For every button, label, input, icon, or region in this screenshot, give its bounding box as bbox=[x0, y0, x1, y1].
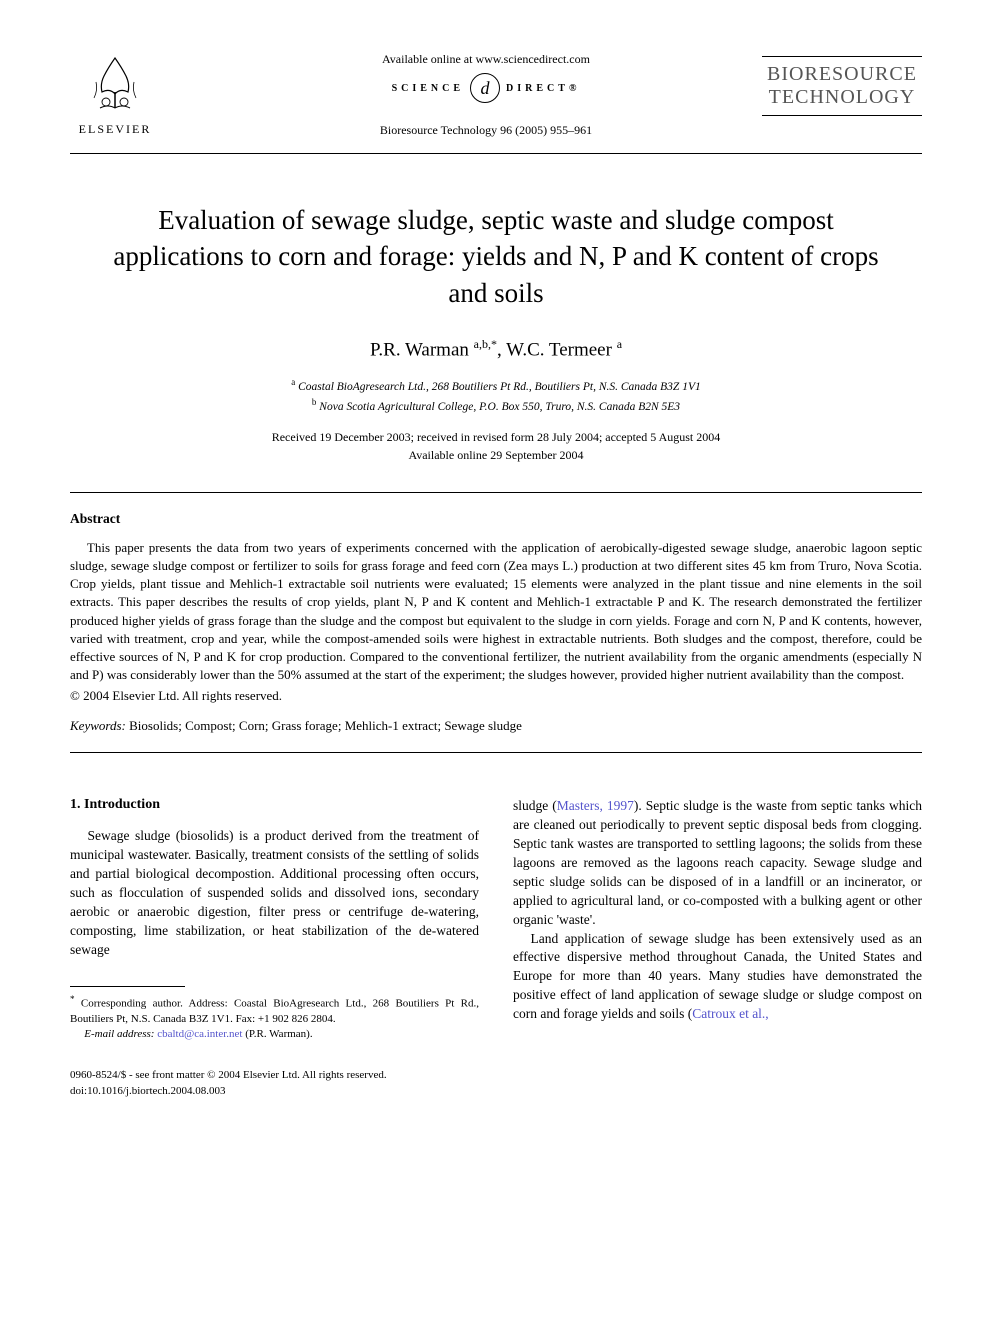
abstract-top-rule bbox=[70, 492, 922, 493]
sd-text-right: DIRECT® bbox=[506, 83, 580, 94]
keywords-text: Biosolids; Compost; Corn; Grass forage; … bbox=[126, 718, 522, 733]
affiliation-b: b Nova Scotia Agricultural College, P.O.… bbox=[70, 396, 922, 416]
journal-header: ELSEVIER Available online at www.science… bbox=[70, 50, 922, 145]
email-link[interactable]: cbaltd@ca.inter.net bbox=[157, 1028, 242, 1040]
author-1-marks: a,b,* bbox=[474, 337, 497, 351]
header-rule bbox=[70, 153, 922, 154]
right-column: sludge (Masters, 1997). Septic sludge is… bbox=[513, 797, 922, 1042]
elsevier-logo: ELSEVIER bbox=[70, 50, 160, 145]
sd-text-left: SCIENCE bbox=[392, 83, 464, 94]
email-footnote: E-mail address: cbaltd@ca.inter.net (P.R… bbox=[70, 1027, 479, 1042]
cite-masters-1997[interactable]: Masters, 1997 bbox=[557, 798, 634, 813]
article-dates: Received 19 December 2003; received in r… bbox=[70, 428, 922, 464]
intro-heading: 1. Introduction bbox=[70, 797, 479, 813]
dates-received: Received 19 December 2003; received in r… bbox=[70, 428, 922, 446]
sd-circle-icon: d bbox=[470, 73, 500, 103]
corresponding-footnote: * Corresponding author. Address: Coastal… bbox=[70, 993, 479, 1027]
cite-catroux[interactable]: Catroux et al., bbox=[692, 1006, 768, 1021]
bottom-info: 0960-8524/$ - see front matter © 2004 El… bbox=[70, 1068, 922, 1099]
citation-line: Bioresource Technology 96 (2005) 955–961 bbox=[210, 123, 762, 138]
author-sep: , bbox=[497, 340, 506, 361]
authors-line: P.R. Warman a,b,*, W.C. Termeer a bbox=[70, 337, 922, 361]
email-author: (P.R. Warman). bbox=[242, 1028, 312, 1040]
author-2: W.C. Termeer bbox=[506, 340, 612, 361]
journal-rule-top bbox=[762, 56, 922, 57]
left-column: 1. Introduction Sewage sludge (biosolids… bbox=[70, 797, 479, 1042]
journal-rule-bottom bbox=[762, 115, 922, 116]
author-1: P.R. Warman bbox=[370, 340, 469, 361]
available-online-text: Available online at www.sciencedirect.co… bbox=[210, 52, 762, 67]
elsevier-tree-icon bbox=[80, 50, 150, 120]
aff-b-text: Nova Scotia Agricultural College, P.O. B… bbox=[316, 401, 680, 413]
footnote-corr-text: Corresponding author. Address: Coastal B… bbox=[70, 997, 479, 1024]
abstract-bottom-rule bbox=[70, 752, 922, 753]
abstract-heading: Abstract bbox=[70, 511, 922, 527]
sciencedirect-logo: SCIENCE d DIRECT® bbox=[392, 73, 581, 103]
author-2-marks: a bbox=[617, 337, 622, 351]
header-center: Available online at www.sciencedirect.co… bbox=[210, 50, 762, 138]
intro-right-p2: Land application of sewage sludge has be… bbox=[513, 930, 922, 1024]
intro-left-para: Sewage sludge (biosolids) is a product d… bbox=[70, 827, 479, 959]
footnote-rule bbox=[70, 986, 185, 987]
aff-a-text: Coastal BioAgresearch Ltd., 268 Boutilie… bbox=[295, 380, 700, 392]
abstract-copyright: © 2004 Elsevier Ltd. All rights reserved… bbox=[70, 688, 922, 704]
abstract-body: This paper presents the data from two ye… bbox=[70, 539, 922, 685]
journal-name: BIORESOURCE TECHNOLOGY bbox=[762, 63, 922, 109]
dates-online: Available online 29 September 2004 bbox=[70, 446, 922, 464]
keywords-label: Keywords: bbox=[70, 718, 126, 733]
publisher-block: ELSEVIER bbox=[70, 50, 210, 145]
intro-right-p1: sludge (Masters, 1997). Septic sludge is… bbox=[513, 797, 922, 929]
body-columns: 1. Introduction Sewage sludge (biosolids… bbox=[70, 797, 922, 1042]
doi-line: doi:10.1016/j.biortech.2004.08.003 bbox=[70, 1084, 922, 1099]
journal-title-block: BIORESOURCE TECHNOLOGY bbox=[762, 50, 922, 122]
affiliation-a: a Coastal BioAgresearch Ltd., 268 Boutil… bbox=[70, 376, 922, 396]
email-label: E-mail address: bbox=[84, 1028, 154, 1040]
affiliations: a Coastal BioAgresearch Ltd., 268 Boutil… bbox=[70, 376, 922, 416]
publisher-name: ELSEVIER bbox=[79, 122, 152, 137]
article-title: Evaluation of sewage sludge, septic wast… bbox=[110, 202, 882, 311]
issn-line: 0960-8524/$ - see front matter © 2004 El… bbox=[70, 1068, 922, 1083]
journal-name-line1: BIORESOURCE bbox=[762, 63, 922, 86]
journal-name-line2: TECHNOLOGY bbox=[762, 86, 922, 109]
right-p1-b: ). Septic sludge is the waste from septi… bbox=[513, 798, 922, 926]
right-p1-a: sludge ( bbox=[513, 798, 557, 813]
keywords-line: Keywords: Biosolids; Compost; Corn; Gras… bbox=[70, 718, 922, 734]
